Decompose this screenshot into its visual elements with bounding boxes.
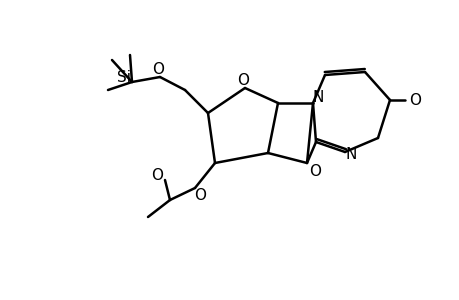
Text: O: O	[151, 61, 164, 76]
Text: O: O	[151, 167, 162, 182]
Text: N: N	[345, 146, 356, 161]
Text: Si: Si	[117, 70, 131, 85]
Text: O: O	[308, 164, 320, 178]
Text: O: O	[194, 188, 206, 203]
Text: O: O	[408, 92, 420, 107]
Text: O: O	[236, 73, 248, 88]
Text: N: N	[312, 89, 323, 104]
